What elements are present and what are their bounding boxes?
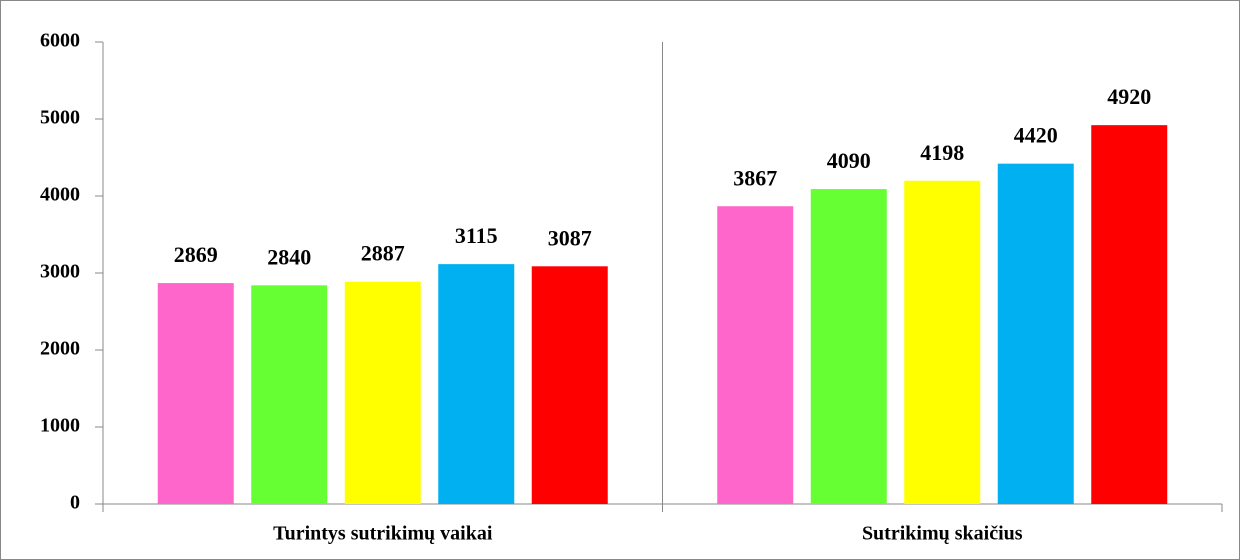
y-tick-label: 6000 bbox=[40, 30, 80, 52]
data-label: 3115 bbox=[455, 223, 498, 248]
bar bbox=[438, 264, 515, 504]
bar bbox=[531, 266, 608, 504]
data-label: 2869 bbox=[174, 242, 218, 267]
bar bbox=[344, 281, 421, 504]
data-label: 3087 bbox=[548, 225, 592, 250]
bar bbox=[904, 180, 981, 504]
bar bbox=[157, 283, 234, 504]
x-tick-label: Sutrikimų skaičius bbox=[862, 523, 1023, 545]
data-label: 2840 bbox=[267, 244, 311, 269]
data-label: 4090 bbox=[827, 148, 871, 173]
bar bbox=[997, 163, 1074, 504]
y-tick-label: 2000 bbox=[40, 338, 80, 360]
y-tick-label: 5000 bbox=[40, 107, 80, 129]
data-label: 4420 bbox=[1014, 123, 1058, 148]
y-tick-label: 0 bbox=[70, 492, 80, 514]
y-tick-label: 1000 bbox=[40, 415, 80, 437]
y-tick-label: 4000 bbox=[40, 184, 80, 206]
bar bbox=[251, 285, 328, 504]
x-tick-label: Turintys sutrikimų vaikai bbox=[273, 523, 493, 545]
y-tick-label: 3000 bbox=[40, 261, 80, 283]
bar bbox=[810, 189, 887, 504]
data-label: 2887 bbox=[361, 241, 405, 266]
bar bbox=[717, 206, 794, 504]
bar bbox=[1091, 125, 1168, 504]
data-label: 4198 bbox=[920, 140, 964, 165]
data-label: 4920 bbox=[1107, 84, 1151, 109]
data-label: 3867 bbox=[733, 165, 777, 190]
